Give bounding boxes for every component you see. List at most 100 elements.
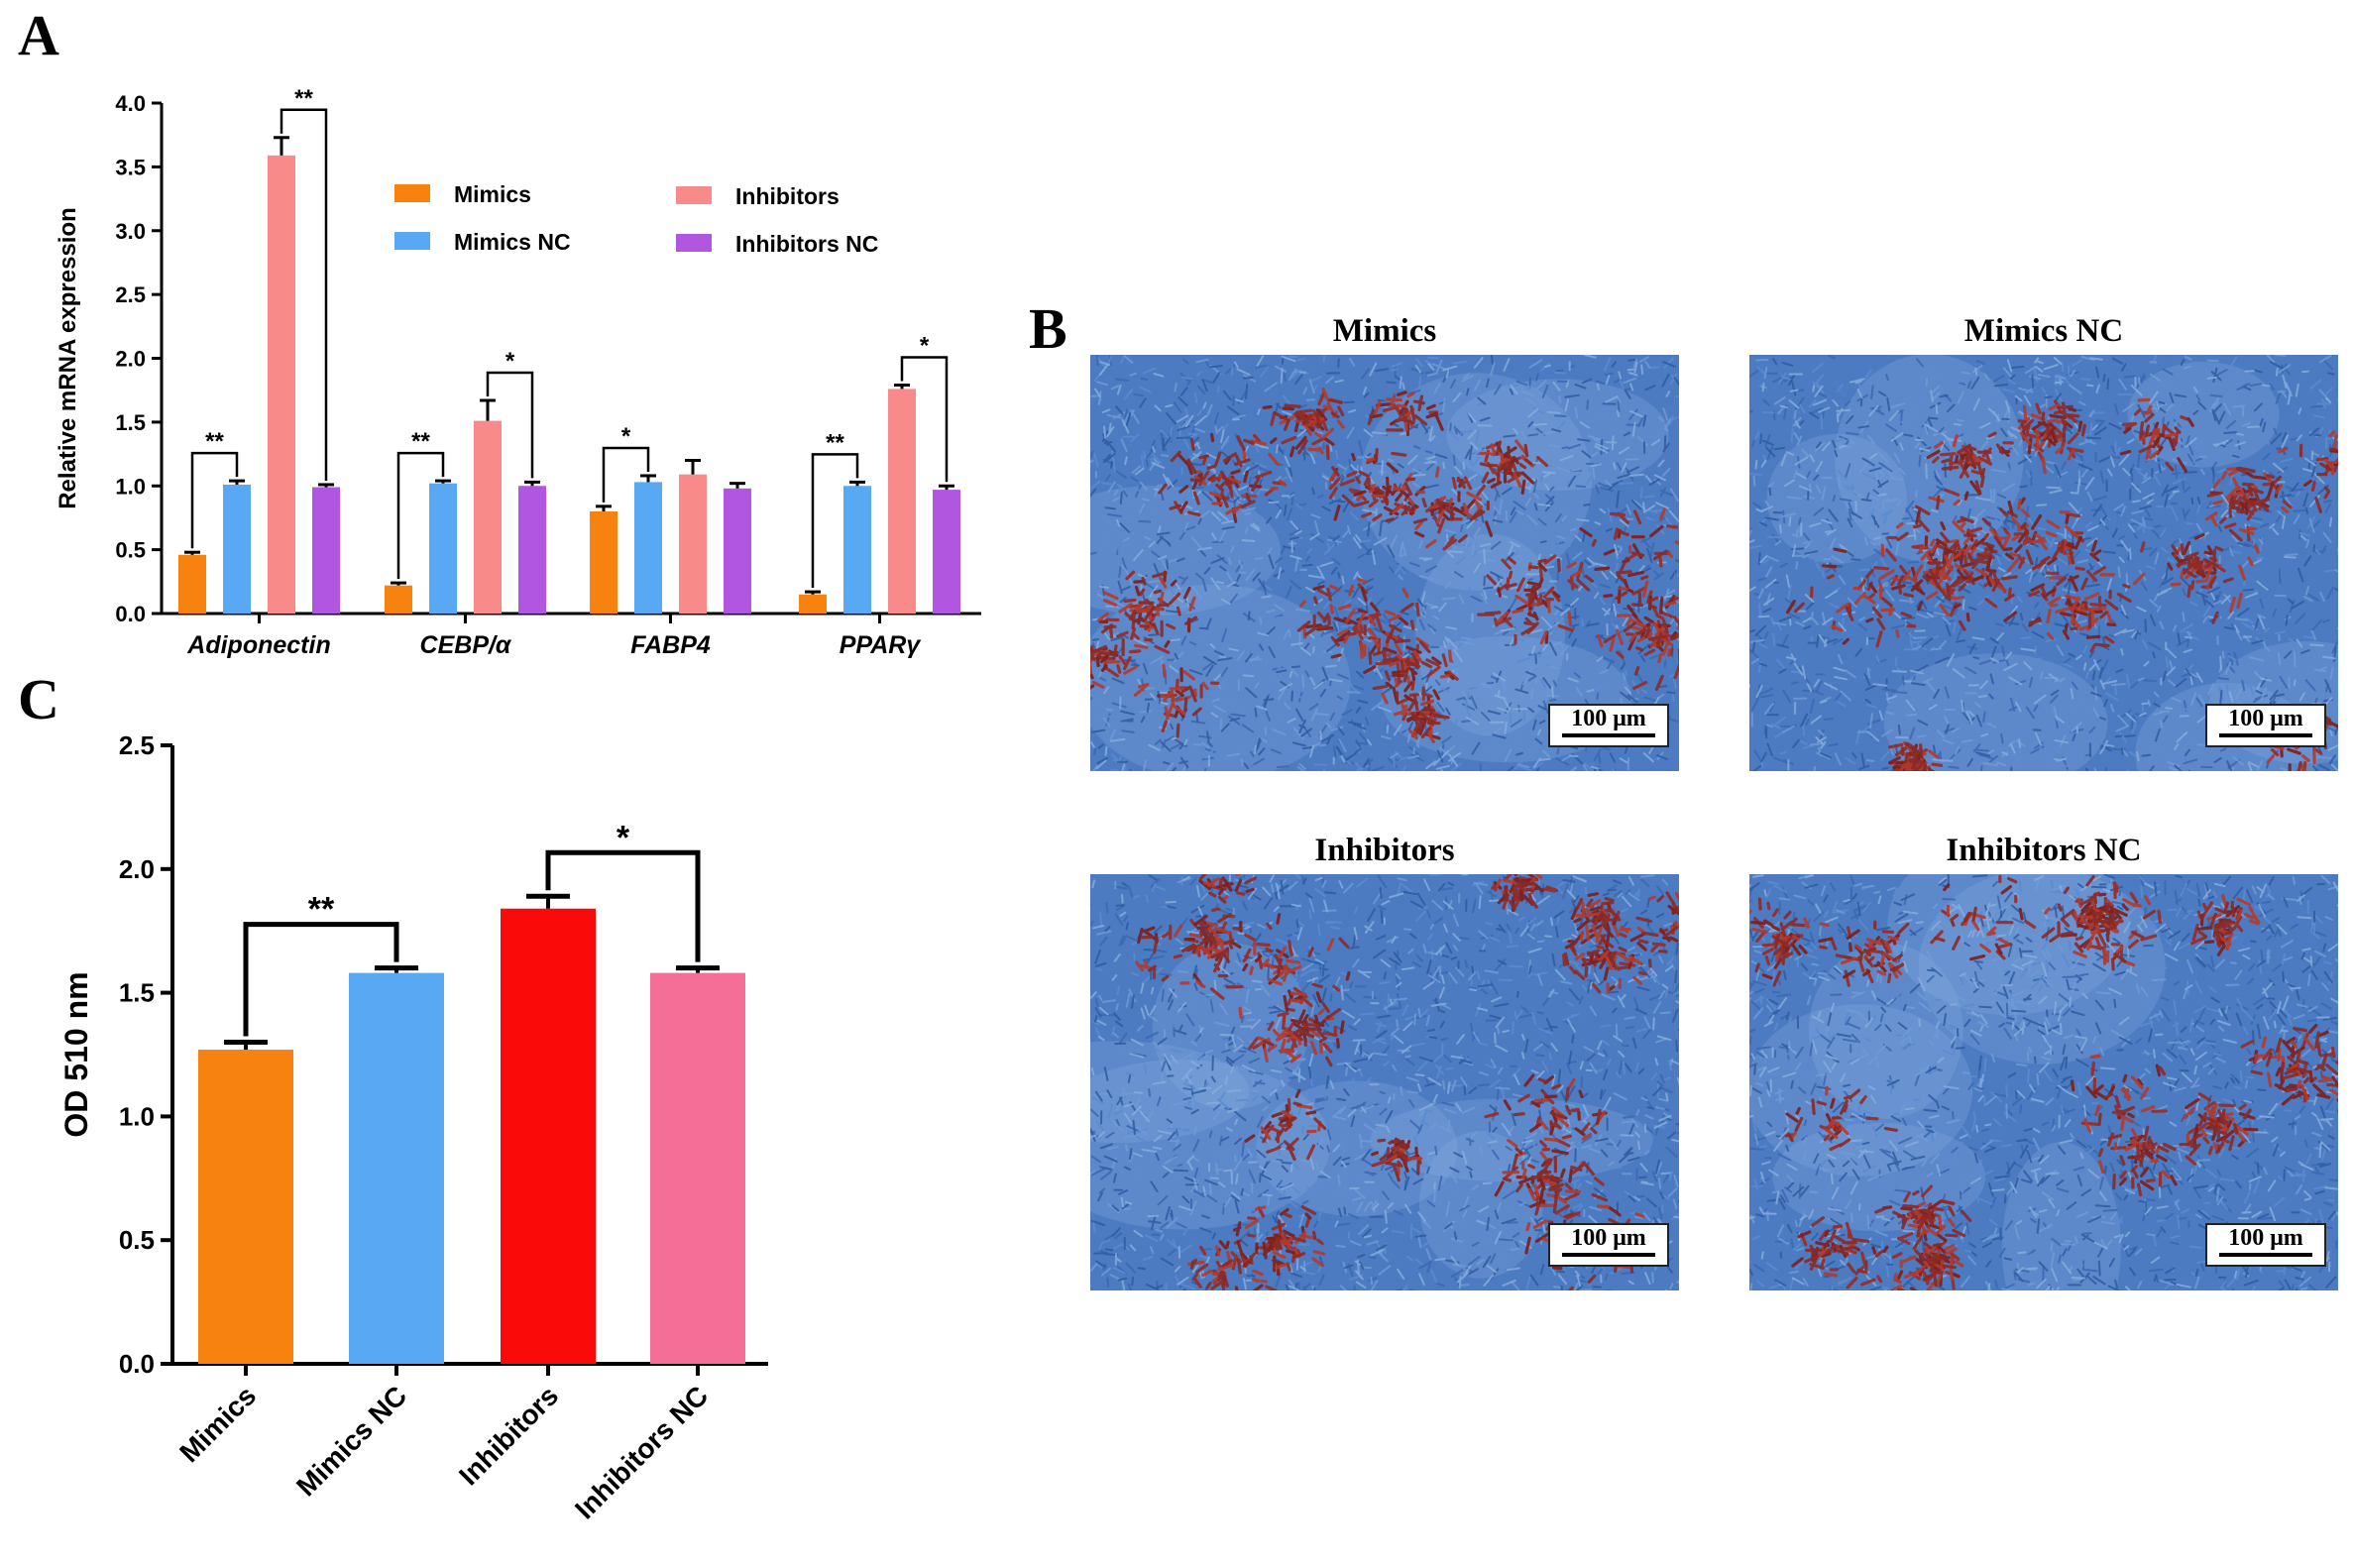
y-tick-label: 3.5 — [115, 155, 146, 179]
scale-bar: 100 μm — [1548, 1223, 1669, 1267]
micrograph-tile-inhibitors-nc: Inhibitors NC 100 μm — [1749, 827, 2338, 1292]
sig-a-2-label: ** — [411, 428, 430, 455]
y-tick-label: 1.0 — [119, 1101, 155, 1131]
bar-mimics-nc — [634, 482, 662, 614]
scale-bar: 100 μm — [1548, 704, 1669, 747]
micrograph-texture — [1090, 874, 1679, 1290]
micrograph-title: Inhibitors — [1314, 833, 1455, 868]
bar-inhibitors-nc — [650, 972, 745, 1364]
sig-a-3-bracket — [486, 371, 534, 479]
sig-a-5-bracket — [811, 453, 859, 589]
sig-a-6-label: * — [920, 333, 930, 360]
legend-label: Mimics — [454, 181, 531, 207]
y-tick-label: 2.5 — [119, 730, 155, 760]
x-category-label: PPARγ — [840, 631, 923, 659]
bar-inhibitors-nc — [933, 490, 960, 614]
x-category-label: Inhibitors NC — [569, 1380, 714, 1524]
scale-bar-line — [1562, 1253, 1655, 1257]
y-tick-label: 0.5 — [119, 1225, 155, 1255]
y-tick-label: 2.0 — [115, 347, 146, 372]
sig-a-1-label: ** — [294, 85, 313, 112]
bar-inhibitors — [474, 420, 502, 614]
sig-c-1-label: * — [616, 819, 630, 856]
micrograph-image — [1749, 355, 2338, 771]
y-tick-label: 0.0 — [115, 602, 146, 626]
y-tick-label: 0.5 — [115, 538, 146, 563]
micrograph-tile-inhibitors: Inhibitors 100 μm — [1090, 827, 1679, 1292]
bar-inhibitors-nc — [312, 487, 340, 614]
micrograph-image — [1090, 874, 1679, 1290]
legend-label: Inhibitors NC — [735, 231, 878, 257]
sig-c-0-label: ** — [308, 891, 335, 929]
sig-a-4-bracket — [602, 446, 650, 503]
bar-mimics-nc — [429, 483, 457, 614]
chart-c-od510: 0.0 0.5 1.0 1.5 2.0 2.5 OD 510 nm Mimics Mimics … — [58, 730, 768, 1525]
sig-c-1-bracket — [545, 849, 701, 962]
sig-a-4-label: * — [621, 423, 631, 450]
y-tick-label: 4.0 — [115, 91, 146, 116]
bar-mimics — [198, 1050, 293, 1364]
scale-bar-line — [2219, 1253, 2312, 1257]
bar-inhibitors — [679, 474, 707, 614]
panel-label-b: B — [1029, 296, 1067, 361]
micrograph-image — [1090, 355, 1679, 771]
bar-mimics — [385, 585, 412, 614]
x-category-label: CEBP/α — [420, 631, 512, 659]
bar-inhibitors-nc — [518, 486, 546, 614]
y-tick-label: 3.0 — [115, 219, 146, 244]
sig-a-0-label: ** — [205, 428, 224, 455]
sig-a-0-bracket — [190, 451, 239, 549]
legend-swatch — [394, 232, 430, 250]
bar-mimics-nc — [843, 486, 871, 614]
x-category-label: Mimics — [173, 1380, 262, 1468]
x-category-label: Inhibitors — [453, 1380, 564, 1491]
panel-label-a: A — [18, 3, 59, 67]
micrograph-tile-mimics-nc: Mimics NC 100 μm — [1749, 307, 2338, 773]
sig-a-6-bracket — [900, 356, 949, 483]
bar-mimics — [178, 554, 206, 614]
y-tick-label: 1.5 — [119, 978, 155, 1008]
y-axis-title: Relative mRNA expression — [55, 207, 81, 509]
scale-bar-label: 100 μm — [2228, 706, 2303, 731]
scale-bar: 100 μm — [2205, 1223, 2326, 1267]
bar-inhibitors — [268, 155, 295, 614]
micrograph-title: Inhibitors NC — [1946, 833, 2142, 868]
micrograph-texture — [1749, 355, 2338, 771]
micrograph-tile-mimics: Mimics 100 μm — [1090, 307, 1679, 773]
y-axis-title: OD 510 nm — [58, 971, 94, 1137]
sig-a-3-label: * — [505, 348, 515, 375]
micrograph-title: Mimics — [1332, 313, 1437, 349]
scale-bar-line — [2219, 733, 2312, 737]
legend-label: Inhibitors — [735, 183, 840, 209]
bar-inhibitors — [888, 389, 916, 614]
bar-inhibitors-nc — [724, 488, 751, 614]
x-category-label: Mimics NC — [290, 1380, 412, 1502]
y-tick-label: 0.0 — [119, 1349, 155, 1379]
sig-a-5-label: ** — [826, 429, 844, 456]
y-tick-label: 1.0 — [115, 474, 146, 499]
micrograph-image — [1749, 874, 2338, 1290]
legend-label: Mimics NC — [454, 229, 571, 255]
legend-swatch — [394, 184, 430, 202]
bar-inhibitors — [501, 908, 596, 1364]
micrograph-texture — [1090, 355, 1679, 771]
x-category-label: FABP4 — [630, 631, 711, 659]
scale-bar-label: 100 μm — [2228, 1225, 2303, 1251]
x-category-label: Adiponectin — [186, 631, 330, 659]
bar-mimics — [590, 511, 617, 614]
micrograph-title: Mimics NC — [1963, 313, 2124, 349]
y-tick-label: 2.5 — [115, 282, 146, 307]
sig-a-1-bracket — [280, 108, 328, 481]
legend-swatch — [676, 234, 712, 252]
micrograph-texture — [1749, 874, 2338, 1290]
scale-bar-line — [1562, 733, 1655, 737]
bar-mimics — [799, 594, 827, 614]
sig-c-0-bracket — [243, 922, 399, 1037]
y-tick-label: 1.5 — [115, 410, 146, 435]
chart-a-mrna-expression: 0.0 0.5 1.0 1.5 2.0 2.5 3.0 3.5 4.0 Relative mRNA… — [55, 85, 981, 659]
legend-swatch — [676, 186, 712, 204]
scale-bar: 100 μm — [2205, 704, 2326, 747]
y-tick-label: 2.0 — [119, 854, 155, 884]
bar-mimics-nc — [223, 484, 251, 614]
